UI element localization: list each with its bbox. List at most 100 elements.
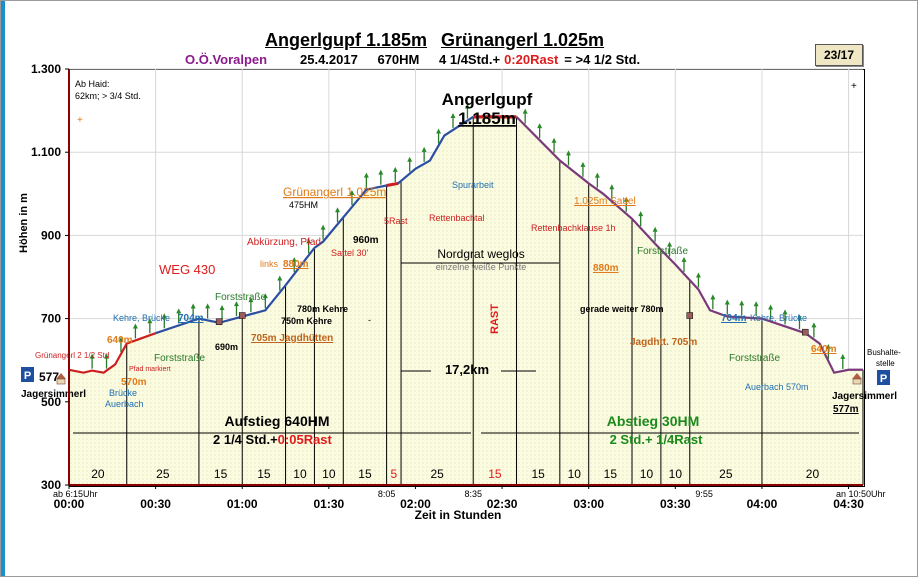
tree-icon: [768, 304, 774, 310]
annotation-label: Bushalte-: [867, 348, 901, 357]
tree-icon: [132, 323, 138, 329]
annotation-label: 2 Std.+ 1/4Rast: [610, 432, 704, 447]
tree-icon: [219, 304, 225, 310]
annotation-label: Pfad markiert: [129, 366, 171, 373]
annotation-label: RAST: [489, 304, 501, 334]
segment-minutes-label: 25: [430, 467, 444, 481]
annotation-label: Aufstieg 640HM: [224, 413, 329, 429]
annotation-label: Forststraße: [637, 246, 689, 257]
parking-sign-icon: [877, 370, 890, 385]
y-tick-label: 1.100: [31, 145, 61, 159]
annotation-label: einzelne weiße Punkte: [436, 262, 527, 272]
tree-icon: [349, 189, 355, 195]
annotation-label: Jagersimmerl: [21, 389, 86, 400]
annotation-label: WEG 430: [159, 262, 215, 277]
tree-icon: [291, 257, 297, 263]
hut-marker: [238, 312, 246, 319]
annotation-label: 62km; > 3/4 Std.: [75, 91, 141, 101]
aufstieg-duration-part: 2 1/4 Std.+: [213, 432, 278, 447]
annotation-label: +: [77, 115, 83, 126]
segment-minutes-label: 15: [214, 467, 228, 481]
tour-rast: 0:20Rast: [504, 52, 559, 67]
title-angerlgupf: Angerlgupf 1.185m: [265, 30, 428, 50]
tree-icon: [609, 184, 615, 190]
annotation-label: Rettenbachtal: [429, 213, 485, 223]
tree-icon: [710, 294, 716, 300]
annotation-label: Abstieg 30HM: [607, 413, 700, 429]
tree-icon: [335, 207, 341, 213]
segment-minutes-label: 10: [640, 467, 654, 481]
parking-sign-icon: [21, 367, 34, 382]
segment-minutes-label: 5: [390, 467, 397, 481]
tree-icon: [753, 301, 759, 307]
annotation-label: 570m: [121, 377, 147, 388]
segment-minutes-label: 15: [532, 467, 546, 481]
annotation-label: Brücke: [109, 388, 137, 398]
annotation-label: 750m Kehre: [281, 316, 332, 326]
segment-minutes-label: 15: [257, 467, 271, 481]
annotation-label: 780m Kehre: [297, 304, 348, 314]
tree-icon: [320, 224, 326, 230]
tree-icon: [392, 166, 398, 172]
annotation-label: Sattel 30': [331, 248, 369, 258]
tree-icon: [104, 353, 110, 359]
annotation-label: 475HM: [289, 200, 318, 210]
annotation-label: 880m: [593, 263, 619, 274]
profile-line-descent: [515, 116, 863, 374]
rest-marker-gruenangerl: [386, 181, 399, 187]
tree-icon: [695, 272, 701, 278]
parking-sign-letter: P: [24, 370, 31, 382]
annotation-label: 640m: [811, 344, 837, 355]
house-icon-body: [852, 378, 862, 385]
tree-icon: [724, 299, 730, 305]
tree-icon: [450, 112, 456, 118]
x-tick-label: 04:00: [747, 497, 778, 511]
annotation-label: Grünangerl 2 1/2 Std: [35, 351, 109, 360]
annotation-label: Forststraße: [729, 353, 781, 364]
tree-icon: [436, 128, 442, 134]
annotation-label: Grünangerl 1.025m: [283, 185, 386, 199]
annotation-label: 577: [39, 370, 59, 384]
tree-icon: [190, 303, 196, 309]
segment-minutes-label: 15: [604, 467, 618, 481]
annotation-label: Angerlgupf: [442, 90, 533, 109]
house-icon: [852, 373, 862, 379]
x-tick-label: 01:00: [227, 497, 258, 511]
annotation-label: Nordgrat weglos: [437, 247, 524, 261]
segment-minutes-label: 10: [669, 467, 683, 481]
y-axis-title: Höhen in m: [18, 193, 30, 253]
tour-duration: 4 1/4Std.+: [439, 52, 501, 67]
segment-minutes-label: 25: [156, 467, 170, 481]
time-0955: 9:55: [695, 489, 713, 499]
tree-icon: [262, 293, 268, 299]
x-tick-label: 00:00: [54, 497, 85, 511]
parking-sign-letter: P: [880, 373, 887, 385]
annotation-label: Abkürzung, Pfad: [247, 237, 321, 248]
annotation-label: 880m: [283, 259, 309, 270]
x-tick-label: 01:30: [314, 497, 345, 511]
tree-icon: [407, 156, 413, 162]
segment-minutes-label: 10: [293, 467, 307, 481]
y-tick-label: 700: [41, 312, 61, 326]
y-tick-label: 300: [41, 478, 61, 492]
annotation-label: Auerbach: [105, 399, 144, 409]
region-label: O.Ö.Voralpen: [185, 52, 268, 67]
annotation-label: Jagdhtt. 705m: [630, 337, 697, 348]
annotation-label: 17,2km: [445, 362, 489, 377]
tree-icon: [233, 301, 239, 307]
annotation-label: Kehre, Brücke: [750, 313, 807, 323]
tour-date: 25.4.2017: [300, 52, 358, 67]
house-icon-body: [56, 378, 66, 385]
annotation-label: 1.025m Sattel: [574, 196, 636, 207]
annotation-label: 690m: [215, 342, 238, 352]
profile-line-ascent: [155, 115, 474, 335]
tree-icon: [796, 314, 802, 320]
annotation-label: -: [368, 315, 371, 325]
left-accent-strip: [1, 1, 5, 576]
tree-icon: [118, 336, 124, 342]
annotation-label: 705m Jagdhütten: [251, 333, 333, 344]
tree-icon: [248, 297, 254, 303]
profile-line-ascent-start: [68, 332, 156, 374]
annotation-label: 640m: [107, 335, 133, 346]
